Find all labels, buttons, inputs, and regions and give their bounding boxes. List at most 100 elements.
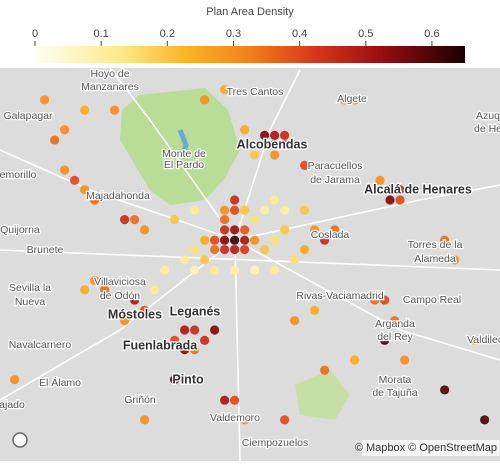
density-dot: [150, 285, 160, 295]
density-dot: [385, 195, 395, 205]
density-dot: [210, 235, 220, 245]
density-dot: [400, 355, 410, 365]
density-dot: [230, 244, 240, 255]
density-dot: [50, 135, 60, 145]
place-label: Coslada: [311, 229, 350, 241]
density-dot: [230, 205, 240, 215]
density-dot: [470, 335, 480, 345]
place-label: ajado: [0, 399, 25, 411]
place-label: Villaviciosa: [94, 276, 146, 288]
density-dot: [270, 130, 280, 140]
density-dot: [70, 175, 80, 185]
density-dot: [280, 130, 290, 140]
density-dot: [220, 84, 230, 95]
density-dot: [210, 265, 220, 275]
density-dot: [230, 235, 240, 245]
density-dot: [160, 265, 170, 275]
density-dot: [220, 215, 230, 225]
density-dot: [300, 205, 310, 215]
density-dot: [90, 195, 100, 205]
density-dot: [380, 335, 390, 345]
colorbar-tick-label: 0.1: [94, 28, 109, 40]
density-dot: [100, 285, 110, 295]
density-dot: [220, 244, 230, 255]
density-dot: [190, 345, 200, 355]
density-dot: [220, 395, 230, 405]
place-label: Algete: [337, 93, 367, 105]
density-dot: [260, 205, 270, 215]
place-label: Valdilech: [467, 334, 500, 346]
place-label: Morata: [379, 374, 412, 386]
density-dot: [260, 244, 270, 255]
density-dot: [90, 275, 100, 286]
density-dot: [190, 265, 200, 275]
colorbar-tick-label: 0.5: [358, 28, 373, 40]
density-dot: [320, 365, 330, 375]
place-label: El Álamo: [39, 376, 81, 389]
attribution[interactable]: © Mapbox © OpenStreetMap: [355, 442, 497, 454]
place-label: Hoyo de: [90, 68, 129, 80]
density-dot: [280, 225, 290, 235]
place-label: Azuq: [476, 110, 500, 122]
place-label: Alameda: [414, 253, 456, 265]
density-dot: [270, 195, 280, 205]
density-dot: [370, 295, 380, 305]
density-dot: [250, 150, 260, 160]
density-dot: [220, 225, 230, 235]
density-dot: [250, 235, 260, 245]
density-dot: [230, 225, 240, 235]
density-dot: [290, 255, 300, 265]
density-dot: [60, 125, 70, 135]
colorbar-tick-label: 0.3: [226, 28, 241, 40]
density-dot: [320, 235, 330, 245]
map-background: [0, 68, 500, 461]
density-dot: [290, 140, 300, 150]
density-dot: [200, 235, 210, 245]
place-label: Griñón: [124, 394, 156, 406]
density-dot: [220, 205, 230, 215]
place-label: Paracuellos: [308, 160, 363, 172]
density-dot: [250, 265, 260, 275]
density-dot: [130, 295, 140, 305]
mapbox-logo[interactable]: [12, 432, 28, 448]
density-dot: [395, 195, 405, 205]
colorbar-tick-label: 0: [32, 28, 38, 40]
place-label: de Tajuña: [372, 387, 418, 399]
park-area: [295, 370, 350, 420]
density-dot: [310, 225, 320, 235]
place-label: de Odón: [100, 290, 140, 302]
density-dot: [240, 205, 250, 215]
density-dot: [200, 95, 210, 105]
place-label: Sevilla la: [9, 282, 51, 294]
park-area: [120, 88, 240, 205]
density-dot: [380, 295, 390, 305]
reservoir: [177, 129, 189, 159]
density-dot: [140, 415, 150, 425]
density-dot: [180, 345, 190, 355]
place-label: Navalcarnero: [9, 339, 72, 351]
colorbar-tick-label: 0.6: [424, 28, 439, 40]
density-dot: [450, 255, 460, 265]
density-dot: [80, 105, 90, 115]
density-dot: [120, 316, 130, 326]
density-dot: [110, 105, 120, 115]
place-label: El Pardo: [164, 159, 204, 171]
place-label: Rivas-Vaciamadrid: [296, 290, 383, 302]
place-label: Torres de la: [408, 239, 463, 251]
density-dot: [270, 150, 280, 160]
place-label: Tres Cantos: [227, 86, 284, 98]
density-dot: [340, 95, 350, 105]
density-dot: [270, 140, 280, 150]
density-dot: [170, 215, 180, 225]
place-label: Leganés: [170, 304, 221, 318]
place-label: Galapagar: [3, 110, 53, 122]
density-dot: [270, 265, 280, 275]
density-dot: [405, 185, 415, 195]
density-dot: [260, 140, 270, 150]
density-dot: [270, 235, 280, 245]
density-dot: [310, 305, 320, 315]
density-dot: [230, 195, 240, 205]
density-dot: [250, 215, 260, 225]
density-dot: [190, 325, 200, 335]
density-dot: [130, 215, 140, 225]
